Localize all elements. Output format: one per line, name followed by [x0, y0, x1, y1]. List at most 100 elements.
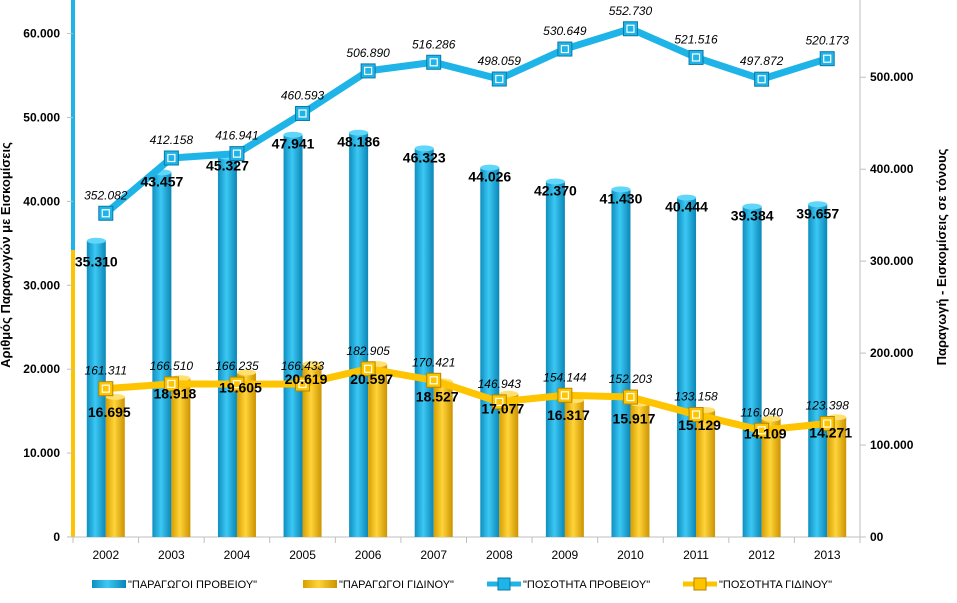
data-label-producers-sheep: 35.310	[75, 254, 118, 270]
data-label-quantity-goat: 170.421	[412, 355, 455, 369]
marker-inner	[298, 109, 307, 118]
x-tick-label: 2005	[289, 548, 316, 562]
data-label-quantity-goat: 166.433	[281, 359, 325, 373]
bar-producers-goat	[564, 400, 584, 537]
y2-tick-label: 00	[870, 530, 884, 544]
marker-inner	[757, 426, 766, 435]
marker-quantity-goat	[426, 372, 442, 388]
plot-area: 0 10.000 20.000 30.000 40.000 50.000 60.000 00 1…	[0, 0, 949, 591]
x-tick-label: 2008	[486, 548, 513, 562]
data-label-producers-sheep: 39.384	[731, 208, 774, 224]
data-label-quantity-goat: 116.040	[740, 405, 783, 419]
y-axis-title: Αριθμός Παραγωγών με Εισκομίσεις	[0, 142, 13, 368]
data-label-producers-goat: 18.918	[153, 385, 196, 401]
legend-marker	[497, 577, 511, 591]
bar-top-sheep	[742, 203, 762, 210]
legend-label: "ΠΑΡΑΓΩΓΟΙ ΠΡΟΒΕΙΟΥ"	[128, 579, 257, 591]
bar-producers-sheep	[283, 134, 303, 537]
data-label-producers-goat: 15.917	[613, 410, 656, 426]
x-tick-label: 2002	[92, 548, 119, 562]
bar-top-sheep	[480, 164, 500, 171]
bar-producers-sheep	[480, 167, 500, 537]
y-tick-label: 30.000	[23, 278, 60, 292]
legend-label: "ΠΟΣΟΤΗΤΑ ΓΙΔΙΝΟΥ"	[719, 579, 832, 591]
bar-top-goat	[236, 369, 256, 376]
bar-top-goat	[761, 415, 781, 422]
marker-inner	[495, 74, 504, 84]
marker-quantity-goat	[557, 387, 573, 403]
data-label-producers-sheep: 45.327	[206, 158, 249, 174]
y2-tick-label: 100.000	[870, 438, 914, 452]
marker-inner	[691, 53, 701, 62]
marker-quantity-sheep	[426, 54, 442, 70]
legend-label: "ΠΟΣΟΤΗΤΑ ΠΡΟΒΕΙΟΥ"	[523, 579, 650, 591]
bar-producers-goat	[236, 372, 256, 537]
data-label-producers-goat: 20.597	[350, 371, 393, 387]
marker-inner	[101, 209, 110, 218]
data-label-producers-goat: 17.077	[481, 401, 524, 417]
bar-producers-goat	[499, 393, 519, 537]
line-quantity-goat	[102, 365, 831, 434]
bar-top-sheep	[545, 178, 565, 185]
x-tick-label: 2012	[748, 548, 775, 562]
data-label-quantity-sheep: 416.941	[215, 129, 258, 143]
marker-inner	[364, 66, 373, 76]
data-label-quantity-sheep: 412.158	[150, 133, 194, 147]
marker-inner	[757, 75, 766, 84]
marker-inner	[167, 153, 176, 163]
legend-swatch	[303, 580, 337, 588]
data-label-producers-sheep: 46.323	[403, 149, 446, 165]
x-tick-label: 2004	[224, 548, 251, 562]
marker-quantity-sheep	[295, 105, 311, 121]
data-label-producers-goat: 15.129	[678, 417, 721, 433]
marker-quantity-sheep	[360, 63, 376, 79]
data-label-producers-sheep: 47.941	[272, 136, 315, 152]
marker-inner	[560, 44, 569, 54]
legend-swatch	[92, 580, 126, 588]
data-label-quantity-sheep: 530.649	[543, 24, 587, 38]
data-label-quantity-sheep: 352.082	[84, 188, 128, 202]
x-tick-label: 2009	[552, 548, 579, 562]
data-label-quantity-sheep: 520.173	[806, 34, 850, 48]
bar-producers-sheep	[808, 204, 828, 537]
y-tick-label: 20.000	[23, 362, 60, 376]
marker-inner	[429, 376, 438, 385]
marker-inner	[101, 384, 110, 393]
marker-inner	[429, 58, 438, 67]
marker-inner	[298, 379, 307, 389]
legend-marker	[693, 577, 707, 591]
data-label-quantity-goat: 152.203	[609, 372, 653, 386]
marker-inner	[167, 379, 176, 388]
y-tick-label: 60.000	[23, 27, 60, 41]
x-tick-label: 2007	[420, 548, 447, 562]
bar-producers-sheep	[742, 206, 762, 537]
marker-quantity-sheep	[163, 150, 179, 166]
marker-inner	[626, 392, 635, 402]
data-label-quantity-sheep: 460.593	[281, 88, 325, 102]
y2-tick-label: 300.000	[870, 254, 914, 268]
y-tick-label: 50.000	[23, 110, 60, 124]
bar-top-sheep	[414, 145, 434, 152]
marker-inner	[560, 391, 569, 400]
data-label-producers-goat: 16.317	[547, 407, 590, 423]
y-tick-label: 40.000	[23, 194, 60, 208]
data-label-quantity-sheep: 497.872	[740, 54, 784, 68]
data-label-producers-sheep: 44.026	[468, 169, 511, 185]
marker-quantity-sheep	[819, 51, 835, 67]
x-tick-label: 2003	[158, 548, 185, 562]
data-label-producers-goat: 19.605	[219, 380, 262, 396]
data-label-producers-goat: 20.619	[285, 371, 328, 387]
bar-producers-goat	[761, 418, 781, 537]
data-label-quantity-goat: 154.144	[543, 370, 587, 384]
x-tick-label: 2006	[355, 548, 382, 562]
data-label-quantity-goat: 146.943	[478, 377, 522, 391]
bar-producers-goat	[433, 381, 453, 537]
y2-tick-label: 200.000	[870, 346, 914, 360]
data-label-producers-sheep: 43.457	[140, 173, 183, 189]
marker-quantity-goat	[98, 381, 114, 397]
marker-inner	[232, 380, 242, 389]
bar-producers-sheep	[414, 148, 434, 537]
data-label-quantity-goat: 182.905	[346, 344, 390, 358]
data-label-producers-sheep: 39.657	[796, 205, 839, 221]
bar-top-sheep	[611, 186, 631, 193]
